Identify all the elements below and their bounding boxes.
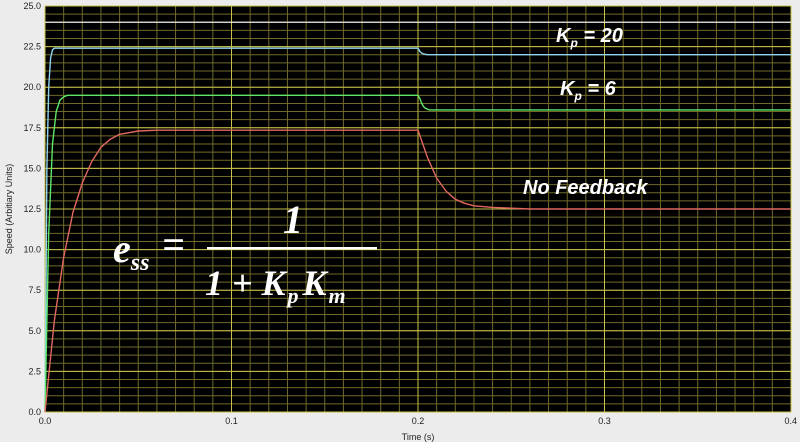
y-tick-label: 2.5	[28, 366, 41, 376]
series-label-kp6: Kp = 6	[560, 78, 617, 103]
y-tick-label: 7.5	[28, 285, 41, 295]
series-line-2	[44, 129, 791, 413]
x-tick-label: 0.3	[598, 416, 611, 426]
series-line-0	[44, 47, 791, 413]
x-axis-title: Time (s)	[402, 432, 435, 442]
y-tick-label: 25.0	[23, 1, 41, 11]
series-line-1	[44, 94, 791, 413]
x-tick-label: 0.4	[784, 416, 797, 426]
tick-labels: 0.0 0.1 0.2 0.3 0.4 0.0 2.5 5.0 7.5 10.0 12.5 15.0 1…	[23, 1, 797, 426]
series-label-no-feedback: No Feedback	[523, 177, 648, 199]
x-tick-label: 0.1	[225, 416, 238, 426]
y-tick-label: 0.0	[28, 407, 41, 417]
y-tick-label: 12.5	[23, 204, 41, 214]
formula-equals: =	[162, 222, 185, 267]
formula-denominator: 1 + Kp Km	[205, 263, 346, 308]
y-tick-label: 5.0	[28, 326, 41, 336]
formula-lhs: ess	[113, 226, 149, 276]
y-tick-label: 17.5	[23, 123, 41, 133]
steady-state-error-formula: ess = 1 1 + Kp Km	[113, 197, 377, 308]
x-tick-label: 0.2	[412, 416, 425, 426]
formula-fraction-bar	[207, 247, 377, 250]
y-tick-label: 20.0	[23, 82, 41, 92]
series-group	[44, 21, 791, 413]
series-label-kp20: Kp = 20	[556, 25, 623, 50]
formula-numerator: 1	[283, 197, 303, 242]
y-tick-label: 15.0	[23, 163, 41, 173]
y-tick-label: 10.0	[23, 245, 41, 255]
y-tick-label: 22.5	[23, 42, 41, 52]
x-tick-label: 0.0	[39, 416, 52, 426]
y-axis-title: Speed (Arbitiary Units)	[4, 164, 14, 255]
